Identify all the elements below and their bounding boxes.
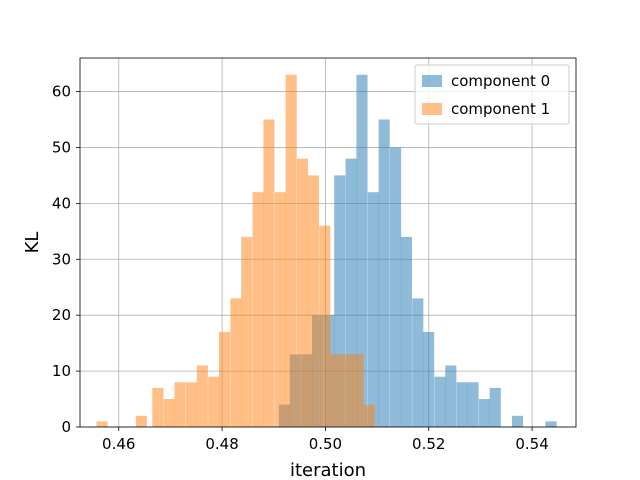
histogram-bar: [196, 365, 208, 427]
y-tick-label: 40: [52, 194, 71, 212]
x-tick-label: 0.48: [205, 435, 238, 453]
histogram-bar: [297, 158, 309, 428]
histogram-bar: [330, 354, 342, 427]
histogram-bar: [478, 399, 490, 427]
histogram-bar: [467, 382, 479, 427]
x-tick-label: 0.52: [412, 435, 445, 453]
histogram-bar: [367, 192, 379, 427]
plot-frame: [79, 57, 577, 428]
x-tick-label: 0.54: [515, 435, 548, 453]
x-axis-ticks: 0.46 0.48 0.50 0.52 0.54: [102, 427, 549, 453]
histogram-bar: [241, 236, 253, 427]
y-tick-label: 10: [52, 362, 71, 380]
histogram-bar: [489, 387, 501, 427]
y-axis-ticks: 0 10 20 30 40 50 60: [52, 83, 80, 436]
legend-swatch: [422, 103, 442, 115]
x-tick-label: 0.50: [309, 435, 342, 453]
histogram-bar: [445, 365, 457, 427]
histogram-bar: [263, 119, 275, 427]
histogram-bar: [152, 387, 164, 427]
series-1-bars: [96, 74, 375, 428]
histogram-bar: [185, 382, 198, 427]
legend-entry-label: component 1: [451, 100, 550, 118]
y-axis-label: KL: [22, 232, 43, 254]
histogram-bar: [319, 225, 331, 427]
histogram-bar: [390, 147, 402, 428]
histogram-bar: [352, 354, 364, 427]
histogram-bar: [174, 382, 186, 427]
histogram-bar: [412, 298, 424, 427]
histogram-bar: [285, 74, 297, 427]
histogram-bar: [400, 236, 412, 427]
y-tick-label: 50: [52, 138, 71, 156]
legend-box: [414, 64, 570, 125]
histogram-bar: [252, 192, 264, 427]
x-tick-label: 0.46: [102, 435, 135, 453]
legend: component 0 component 1: [414, 64, 570, 125]
histogram-bar: [163, 399, 175, 427]
histogram-bar: [135, 415, 147, 427]
histogram-bar: [345, 158, 357, 428]
x-axis-label: iteration: [290, 460, 366, 480]
histogram-bar: [230, 298, 242, 427]
histogram-bar: [208, 376, 220, 427]
y-tick-label: 30: [52, 250, 71, 268]
y-tick-label: 20: [52, 306, 71, 324]
histogram-bar: [341, 354, 353, 427]
histogram-bar: [274, 192, 286, 427]
histogram-bar: [434, 376, 446, 427]
histogram-bar: [356, 74, 368, 427]
histogram-bar: [456, 382, 468, 427]
histogram-bar: [307, 175, 319, 427]
series-0-bars: [278, 74, 557, 428]
histogram-bar: [334, 175, 346, 427]
histogram-bar: [363, 404, 375, 427]
histogram-bar: [218, 331, 231, 427]
y-tick-label: 0: [61, 418, 71, 436]
legend-entry-label: component 0: [451, 72, 550, 90]
legend-swatch: [422, 75, 442, 87]
histogram-bar: [96, 421, 108, 427]
histogram-bar: [423, 331, 435, 427]
histogram-bar: [545, 421, 557, 427]
histogram-bar: [511, 415, 524, 427]
y-tick-label: 60: [52, 83, 71, 101]
histogram-bars: [96, 74, 557, 428]
histogram-bar: [378, 119, 390, 427]
